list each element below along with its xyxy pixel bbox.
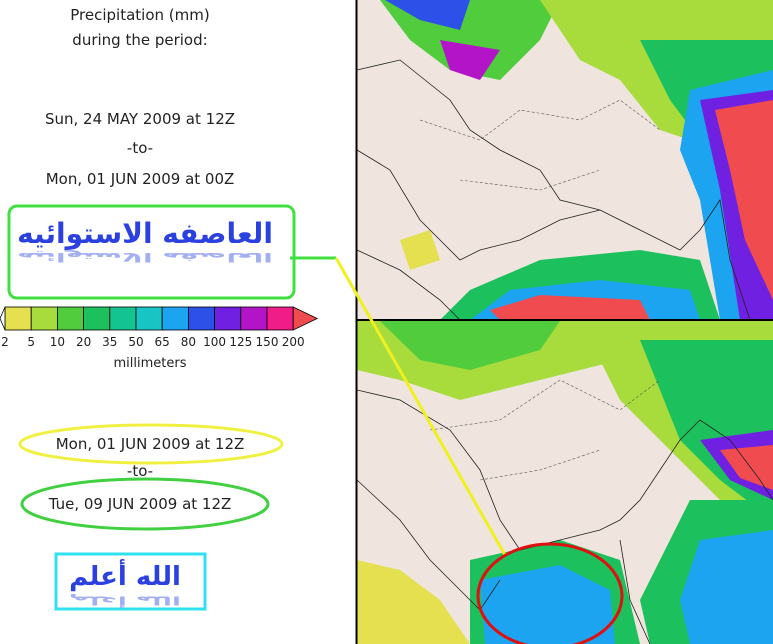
separator: -to- bbox=[127, 139, 153, 157]
colorbar-segment bbox=[135, 306, 163, 331]
legend-tick-label: 35 bbox=[102, 335, 117, 349]
colorbar-segment bbox=[161, 306, 189, 331]
colorbar-segment bbox=[109, 306, 137, 331]
note-reflection: الله أعلم bbox=[69, 594, 181, 609]
legend-tick-label: 150 bbox=[256, 335, 279, 349]
legend-tick-label: 2 bbox=[1, 335, 9, 349]
date: Mon, 01 JUN 2009 at 12Z bbox=[56, 435, 245, 453]
legend: 2 5 10 20 35 50 65 80 100 125 150 200 bbox=[0, 306, 319, 349]
colorbar-arrow bbox=[292, 306, 319, 331]
colorbar-segment bbox=[240, 306, 268, 331]
annotation-ellipse bbox=[18, 423, 284, 465]
note: الله أعلم bbox=[69, 559, 181, 592]
legend-tick-label: 10 bbox=[50, 335, 65, 349]
date: Tue, 09 JUN 2009 at 12Z bbox=[48, 495, 232, 513]
colorbar-segment bbox=[57, 306, 85, 331]
colorbar-segment bbox=[4, 306, 32, 331]
date: Mon, 01 JUN 2009 at 00Z bbox=[46, 170, 235, 188]
legend-unit: millimeters bbox=[114, 356, 187, 371]
annotation-box bbox=[7, 204, 296, 300]
storm-label-reflection: العاصفه الاستوائيه bbox=[17, 249, 273, 264]
colorbar-segment bbox=[83, 306, 111, 331]
colorbar-segment bbox=[214, 306, 242, 331]
legend-tick-label: 200 bbox=[282, 335, 305, 349]
colorbar-segment bbox=[187, 306, 215, 331]
legend-tick-label: 100 bbox=[203, 335, 226, 349]
date: Sun, 24 MAY 2009 at 12Z bbox=[45, 110, 235, 128]
legend-tick-label: 20 bbox=[76, 335, 91, 349]
legend-tick-label: 5 bbox=[27, 335, 35, 349]
title: Precipitation (mm) bbox=[70, 6, 209, 24]
map-top bbox=[357, 0, 773, 320]
legend-tick-label: 65 bbox=[155, 335, 170, 349]
colorbar-segment bbox=[266, 306, 294, 331]
legend-tick-label: 125 bbox=[229, 335, 252, 349]
legend-tick-label: 50 bbox=[128, 335, 143, 349]
connector bbox=[334, 257, 507, 556]
colorbar-start bbox=[0, 306, 6, 331]
title: during the period: bbox=[72, 31, 207, 49]
annotation-box bbox=[54, 552, 207, 611]
colorbar-segment bbox=[30, 306, 58, 331]
legend-tick-label: 80 bbox=[181, 335, 196, 349]
separator: -to- bbox=[127, 462, 153, 480]
map-bottom bbox=[357, 321, 773, 644]
annotation-ellipse bbox=[20, 477, 270, 531]
annotation-ellipse bbox=[476, 542, 624, 644]
storm-label: العاصفه الاستوائيه bbox=[17, 217, 273, 250]
